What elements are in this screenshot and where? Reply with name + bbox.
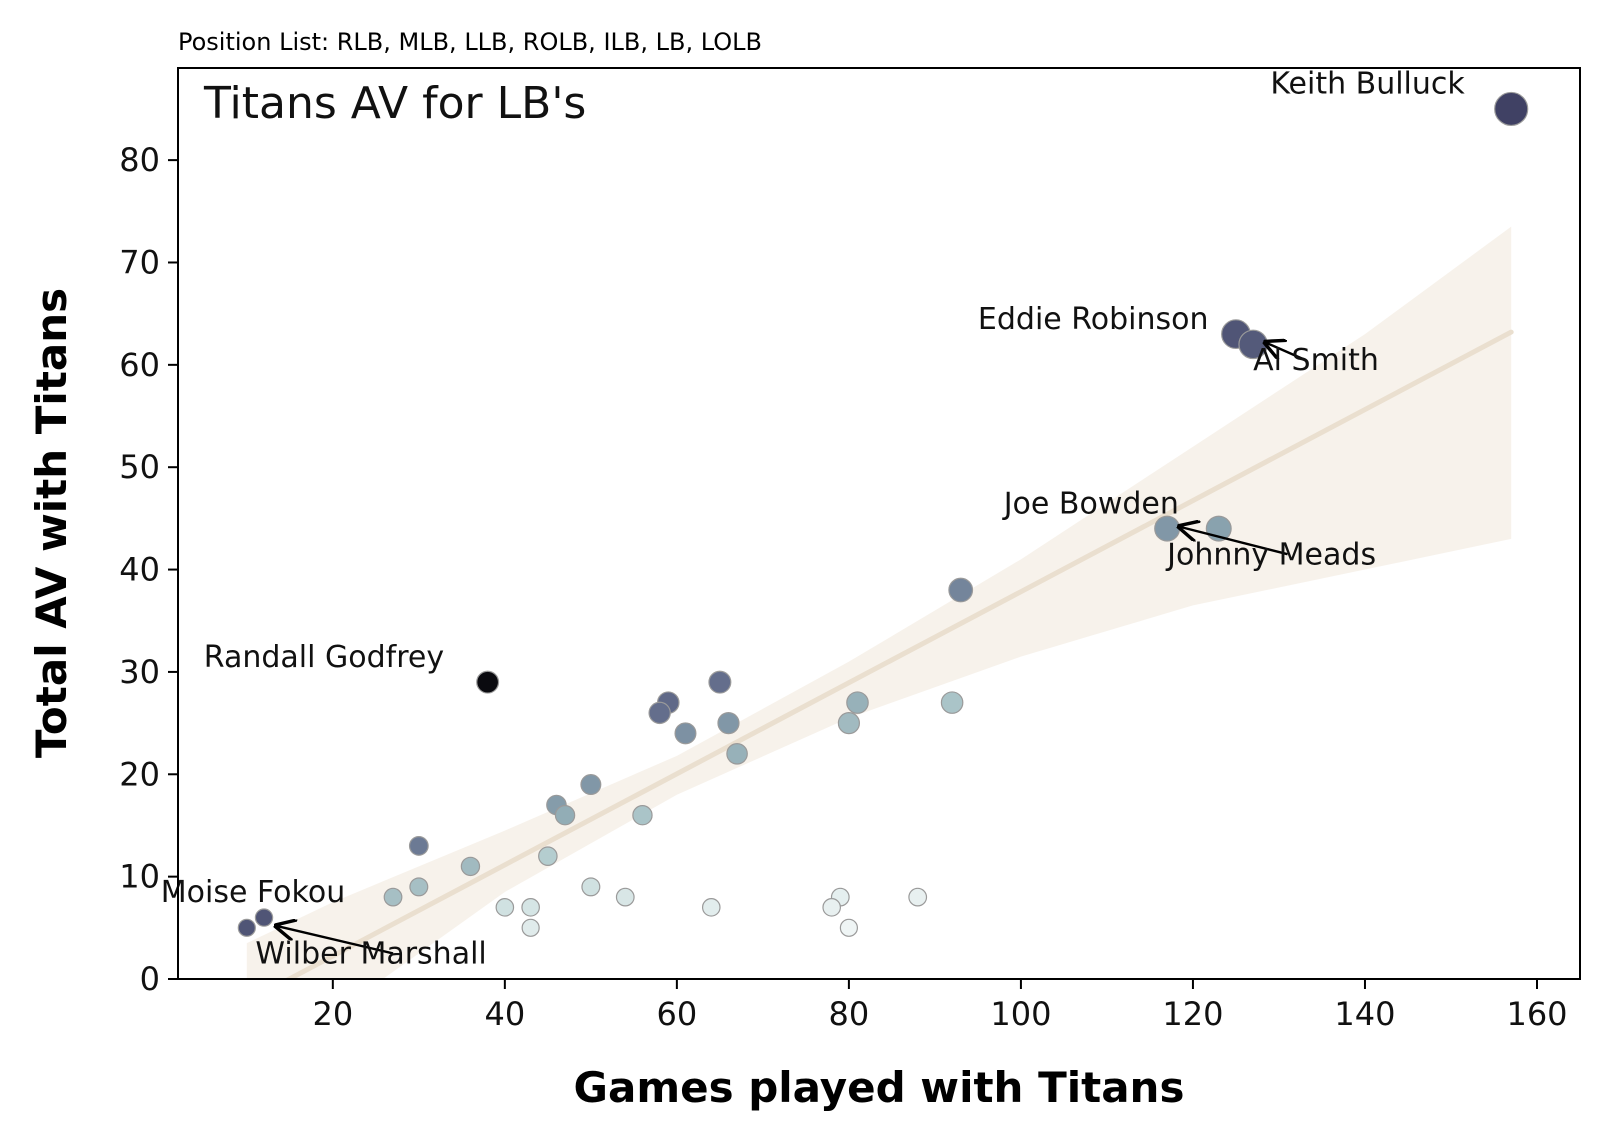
data-point (409, 877, 429, 897)
annotation-label: Keith Bulluck (1270, 67, 1465, 102)
data-point (717, 712, 740, 735)
regression-line-group (283, 329, 1514, 979)
y-tick-label: 20 (119, 755, 160, 793)
x-tick-label: 80 (829, 995, 870, 1033)
data-point (940, 691, 964, 714)
annotation-label: Eddie Robinson (978, 302, 1209, 337)
data-point (580, 774, 602, 796)
data-point (1494, 91, 1529, 127)
data-point (476, 670, 500, 694)
x-tick-label: 140 (1334, 995, 1395, 1033)
y-tick-label: 30 (119, 653, 160, 691)
data-point (632, 805, 653, 826)
x-tick-label: 100 (990, 995, 1051, 1033)
x-tick-label: 40 (484, 995, 525, 1033)
annotation-arrow (1179, 527, 1288, 556)
data-point (554, 805, 576, 826)
confidence-band (246, 226, 1512, 979)
data-point (948, 577, 974, 603)
data-point (408, 836, 429, 856)
x-tick-label: 20 (312, 995, 353, 1033)
data-point (701, 898, 721, 917)
data-point (581, 877, 601, 897)
plot-frame (177, 67, 1581, 980)
x-tick-label: 120 (1162, 995, 1223, 1033)
data-point (908, 887, 928, 907)
data-point (495, 898, 515, 917)
data-point (521, 918, 540, 937)
data-point (674, 722, 697, 745)
annotation-label: Joe Bowden (1002, 486, 1179, 521)
data-points (237, 91, 1529, 937)
confidence-band-area (246, 226, 1512, 979)
annotation-arrow (1265, 342, 1306, 361)
y-tick-label: 40 (119, 551, 160, 589)
y-axis-ticks: 0 10 20 30 40 50 60 70 80 (119, 141, 178, 998)
y-tick-label: 50 (119, 448, 160, 486)
annotation-label: Wilber Marshall (255, 937, 486, 972)
annotations: Keith Bulluck Eddie Robinson Al Smith Joe B… (161, 67, 1466, 972)
data-point (839, 918, 858, 937)
annotation-label: Johnny Meads (1165, 537, 1376, 572)
annotation-label: Al Smith (1253, 343, 1379, 378)
chart-subtitle: Position List: RLB, MLB, LLB, ROLB, ILB,… (178, 28, 762, 56)
data-point (837, 712, 860, 735)
y-axis-label: Total AV with Titans (27, 288, 76, 758)
x-tick-label: 160 (1506, 995, 1567, 1033)
data-point (846, 691, 869, 714)
x-axis-label: Games played with Titans (574, 1063, 1185, 1112)
data-point (254, 908, 274, 927)
y-tick-label: 60 (119, 346, 160, 384)
x-tick-label: 60 (657, 995, 698, 1033)
data-point (615, 887, 635, 907)
data-point (521, 898, 540, 917)
data-point (822, 898, 841, 917)
data-point (708, 670, 732, 694)
y-tick-label: 70 (119, 243, 160, 281)
y-tick-label: 0 (140, 960, 160, 998)
annotation-arrow (276, 926, 394, 955)
data-point (383, 887, 403, 907)
y-tick-label: 80 (119, 141, 160, 179)
data-point (237, 918, 256, 937)
data-point (460, 856, 481, 877)
chart-title: Titans AV for LB's (203, 78, 586, 129)
annotation-label: Moise Fokou (161, 875, 345, 910)
data-point (648, 701, 671, 725)
x-axis-ticks: 20 40 60 80 100 120 140 160 (312, 979, 1568, 1033)
annotation-label: Randall Godfrey (204, 640, 444, 675)
regression-line (283, 329, 1514, 979)
data-point (538, 846, 558, 866)
y-tick-label: 10 (119, 858, 160, 896)
data-point (726, 743, 748, 765)
